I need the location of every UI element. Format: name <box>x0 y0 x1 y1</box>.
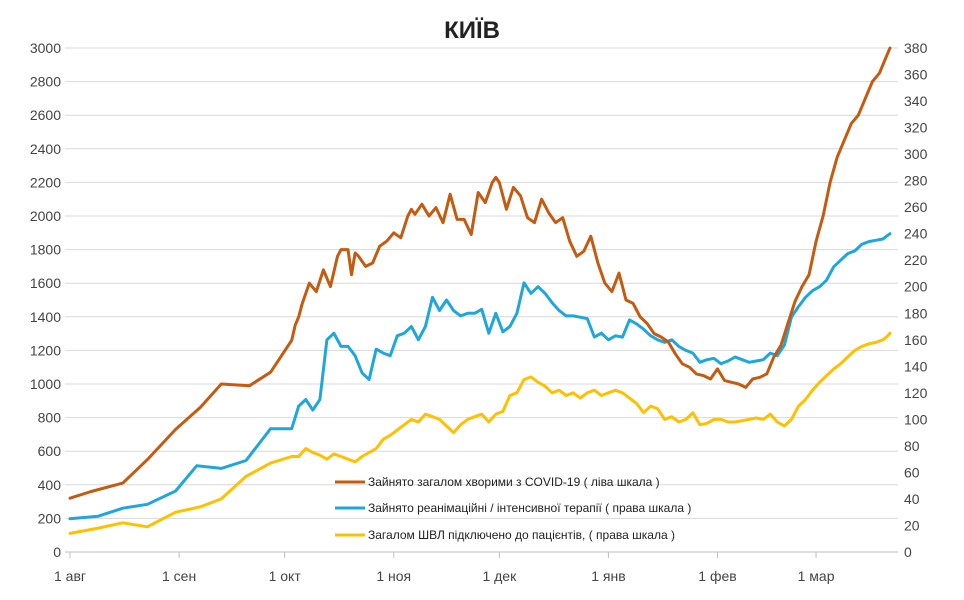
y-left-tick-label: 2600 <box>30 107 61 123</box>
y-right-tick-label: 300 <box>904 146 928 162</box>
y-right-tick-label: 80 <box>904 438 920 454</box>
series-line-2 <box>68 331 892 535</box>
gridlines <box>65 47 898 553</box>
y-right-tick-label: 0 <box>904 544 912 560</box>
y-left-tick-label: 600 <box>38 443 62 459</box>
y-left-tick-label: 800 <box>38 410 62 426</box>
x-axis: 1 авг 1 сен 1 окт 1 ноя 1 дек 1 янв 1 фев 1 мар <box>54 551 898 584</box>
y-left-tick-label: 1000 <box>30 376 61 392</box>
chart-title: КИЇВ <box>444 17 500 44</box>
y-right-tick-label: 220 <box>904 252 928 268</box>
y-left-tick-label: 1400 <box>30 309 61 325</box>
y-left-tick-label: 2000 <box>30 208 61 224</box>
y-right-tick-label: 340 <box>904 93 928 109</box>
y-right-tick-label: 40 <box>904 491 920 507</box>
y-left-tick-label: 1800 <box>30 242 61 258</box>
y-left-tick-label: 1600 <box>30 275 61 291</box>
series-line-1 <box>68 232 892 521</box>
y-left-tick-label: 2400 <box>30 141 61 157</box>
x-tick-label: 1 окт <box>269 568 302 584</box>
y-right-tick-label: 100 <box>904 411 928 427</box>
x-tick-label: 1 сен <box>162 568 196 584</box>
series-lines <box>68 46 892 535</box>
legend-label: Зайнято реанімаційні / інтенсивної терап… <box>368 501 691 515</box>
y-right-tick-label: 60 <box>904 464 920 480</box>
y-right-tick-label: 260 <box>904 199 928 215</box>
y-right-tick-label: 360 <box>904 67 928 83</box>
y-right-tick-label: 180 <box>904 305 928 321</box>
y-right-tick-label: 320 <box>904 120 928 136</box>
y-right-tick-label: 140 <box>904 358 928 374</box>
x-tick-label: 1 ноя <box>376 568 411 584</box>
legend-label: Зайнято загалом хворими з COVID-19 ( лів… <box>368 475 660 489</box>
y-right-tick-label: 240 <box>904 226 928 242</box>
y-right-tick-label: 160 <box>904 332 928 348</box>
y-left-tick-label: 2800 <box>30 74 61 90</box>
y-right-tick-label: 200 <box>904 279 928 295</box>
y-right-tick-label: 20 <box>904 517 920 533</box>
y-left-tick-label: 200 <box>38 510 62 526</box>
x-tick-label: 1 авг <box>54 568 86 584</box>
x-tick-label: 1 фев <box>698 568 736 584</box>
legend: Зайнято загалом хворими з COVID-19 ( лів… <box>335 475 691 542</box>
x-tick-label: 1 мар <box>798 568 835 584</box>
y-left-tick-label: 400 <box>38 477 62 493</box>
y-left-tick-label: 2200 <box>30 174 61 190</box>
y-axis-right: 0 20 40 60 80 100 120 140 160 180 200 220 240 260 280 3… <box>904 40 928 560</box>
y-left-tick-label: 1200 <box>30 342 61 358</box>
y-right-tick-label: 120 <box>904 385 928 401</box>
y-left-tick-label: 3000 <box>30 40 61 56</box>
x-tick-label: 1 дек <box>482 568 517 584</box>
y-axis-left: 0 200 400 600 800 1000 1200 1400 1600 1800 2000 220… <box>30 40 61 560</box>
y-right-tick-label: 280 <box>904 173 928 189</box>
legend-label: Загалом ШВЛ підключено до пацієнтів, ( п… <box>368 528 675 542</box>
x-tick-label: 1 янв <box>591 568 625 584</box>
series-line-0 <box>68 46 892 500</box>
y-left-tick-label: 0 <box>53 544 61 560</box>
y-right-tick-label: 380 <box>904 40 928 56</box>
